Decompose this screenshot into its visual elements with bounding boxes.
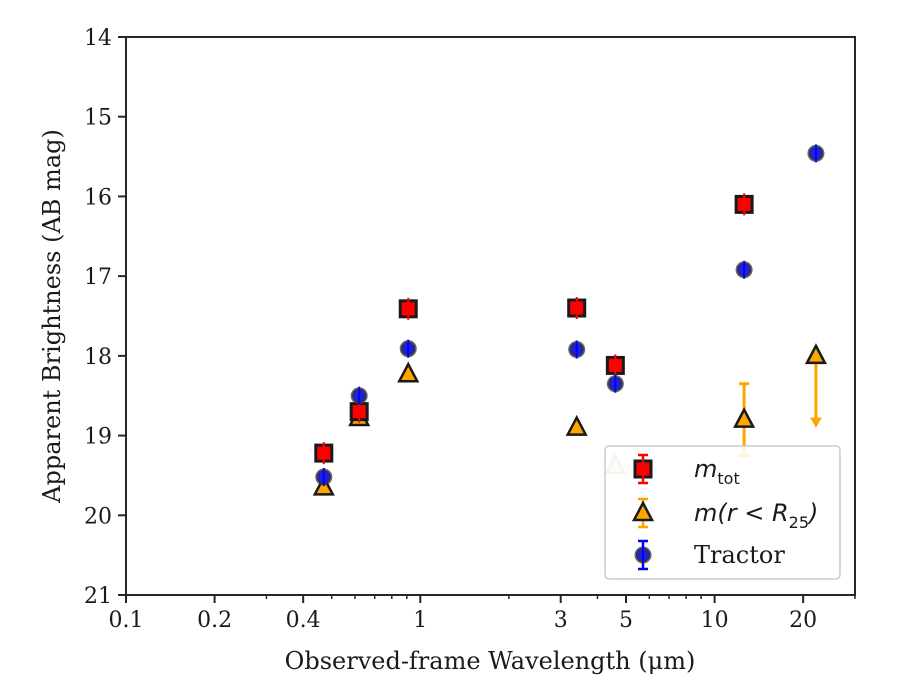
data-point — [807, 144, 825, 163]
plot-area — [125, 36, 856, 596]
legend-label-main: m — [694, 455, 717, 483]
triangle-marker — [733, 406, 756, 428]
data-point — [565, 414, 588, 436]
legend-label-subscript: 25 — [789, 513, 809, 532]
x-tick-label: 3 — [554, 608, 568, 633]
legend-label-close: ) — [807, 499, 818, 527]
legend-box — [604, 445, 841, 580]
axis-ticks: 0.1 0.2 0.4 1 3 5 10 20 14 15 16 17 18 19 20 21 — [84, 26, 856, 633]
data-point — [567, 297, 587, 320]
x-tick-label: 0.1 — [109, 608, 144, 633]
x-tick-label: 20 — [789, 608, 817, 633]
data-point — [735, 260, 753, 279]
x-tick-label: 1 — [413, 608, 427, 633]
legend-label: mtot — [694, 455, 740, 488]
data-point — [733, 382, 756, 457]
triangle-marker — [804, 343, 828, 365]
y-tick-label: 19 — [84, 425, 112, 450]
data-point — [398, 297, 418, 320]
data-point — [314, 442, 334, 465]
data-point — [606, 374, 624, 393]
data-point — [568, 340, 586, 359]
y-tick-label: 15 — [84, 106, 112, 131]
triangle-marker — [397, 361, 420, 383]
y-axis-label: Apparent Brightness (AB mag) — [38, 129, 66, 504]
triangle-marker — [565, 414, 588, 436]
legend-item: m(r < R25) — [631, 497, 818, 532]
legend-item: mtot — [633, 453, 740, 488]
data-point — [397, 361, 420, 383]
x-tick-label: 5 — [619, 608, 633, 633]
legend-label-subscript: tot — [717, 469, 739, 488]
data-point — [350, 386, 368, 405]
x-axis-label: Observed-frame Wavelength (μm) — [285, 647, 696, 675]
data-point — [399, 339, 417, 358]
x-tick-label: 0.4 — [286, 608, 321, 633]
x-tick-label: 0.2 — [197, 608, 232, 633]
data-marks — [312, 144, 828, 496]
data-point — [804, 343, 828, 428]
legend-label-main: m(r < R — [694, 499, 789, 527]
y-tick-label: 21 — [84, 584, 112, 609]
legend: mtot m(r < R25) Tractor — [604, 445, 841, 580]
legend-item: Tractor — [634, 539, 785, 571]
legend-label: m(r < R25) — [694, 499, 818, 532]
legend-label: Tractor — [694, 541, 785, 569]
x-tick-label: 10 — [701, 608, 729, 633]
y-tick-label: 20 — [84, 504, 112, 529]
upper-limit-arrow — [809, 417, 822, 428]
y-tick-label: 17 — [84, 265, 112, 290]
data-point — [315, 468, 333, 487]
y-tick-label: 16 — [84, 185, 112, 210]
y-tick-label: 18 — [84, 345, 112, 370]
data-point — [605, 354, 625, 377]
plot-border — [125, 36, 856, 596]
data-point — [734, 193, 754, 216]
triangle-marker — [631, 500, 655, 522]
y-tick-label: 14 — [84, 26, 112, 51]
